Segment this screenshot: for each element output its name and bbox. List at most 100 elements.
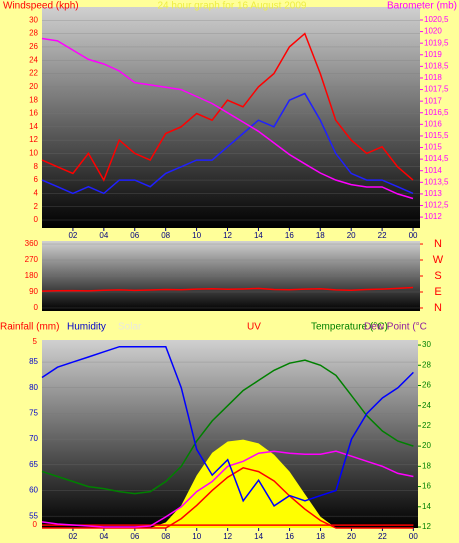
plot-area [42, 7, 420, 228]
legend-label: Rainfall (mm) [0, 322, 59, 333]
area [42, 439, 414, 528]
y-tick-label: 360 [25, 239, 39, 248]
x-tick-label: 10 [192, 532, 201, 541]
legend-label: Humidity [67, 322, 106, 333]
x-tick-label: 12 [223, 231, 232, 240]
y-tick-label: 30 [29, 15, 38, 24]
y-tick-label: 0 [34, 303, 39, 312]
y2-tick-label: 24 [422, 401, 431, 410]
y-tick-label: 270 [25, 255, 39, 264]
y-tick-label: 20 [29, 82, 38, 91]
x-tick-label: 00 [409, 231, 418, 240]
y2-tick-label: 26 [422, 381, 431, 390]
y2-tick-label: 22 [422, 421, 431, 430]
y2-tick-label: 1017 [424, 96, 442, 105]
y-tick-label: 16 [29, 109, 38, 118]
y-tick-label: 70 [29, 434, 38, 443]
legend-label: Temperature (°C) [311, 322, 388, 333]
y-tick-label: 4 [34, 188, 39, 197]
y2-tick-label: 1013 [424, 189, 442, 198]
y-tick-label: 24 [29, 55, 38, 64]
y2-tick-label: 1013,5 [424, 177, 449, 186]
x-tick-label: 18 [316, 231, 325, 240]
rain-tick-label: 0 [33, 520, 38, 529]
x-tick-label: 06 [130, 532, 139, 541]
y-tick-label: 28 [29, 29, 38, 38]
y-tick-label: 18 [29, 95, 38, 104]
y-tick-label: 10 [29, 149, 38, 158]
y2-tick-label: 1016 [424, 119, 442, 128]
y2-tick-label: 1014 [424, 166, 442, 175]
y2-tick-label: 1012,5 [424, 201, 449, 210]
y2-tick-label: 14 [422, 502, 431, 511]
y2-tick-label: 1018,5 [424, 61, 449, 70]
y-tick-label: 65 [29, 460, 38, 469]
x-tick-label: 20 [347, 231, 356, 240]
x-tick-label: 22 [378, 231, 387, 240]
line [41, 345, 414, 507]
y2-tick-label: 1015 [424, 143, 442, 152]
y2-tick-label: 28 [422, 360, 431, 369]
chart-title: 24 hour graph for 16 August 2009 [157, 1, 306, 12]
x-tick-label: 08 [161, 532, 170, 541]
x-tick-label: 10 [192, 231, 201, 240]
x-tick-label: 02 [68, 231, 77, 240]
x-tick-label: 18 [316, 532, 325, 541]
y-tick-label: 180 [25, 271, 39, 280]
x-tick-label: 08 [161, 231, 170, 240]
x-tick-label: 06 [130, 231, 139, 240]
line [41, 450, 414, 528]
x-tick-label: 12 [223, 532, 232, 541]
line [41, 286, 414, 292]
y-tick-label: 90 [29, 287, 38, 296]
y-tick-label: 8 [34, 162, 39, 171]
y-tick-label: 0 [34, 215, 39, 224]
y2-tick-label: 1016,5 [424, 108, 449, 117]
line [41, 32, 414, 182]
x-tick-label: 14 [254, 231, 263, 240]
line [42, 466, 414, 529]
y-tick-label: 2 [34, 202, 39, 211]
y2-tick-label: 12 [422, 522, 431, 531]
y2-tick-label: N [434, 238, 442, 250]
y-tick-label: 60 [29, 486, 38, 495]
y2-tick-label: 20 [422, 441, 431, 450]
legend-label: Solar [118, 322, 142, 333]
y2-tick-label: 1014,5 [424, 154, 449, 163]
y2-tick-label: 1019 [424, 50, 442, 59]
x-tick-label: 22 [378, 532, 387, 541]
x-tick-label: 04 [99, 231, 108, 240]
x-tick-label: 00 [409, 532, 418, 541]
y2-tick-label: N [434, 302, 442, 314]
x-tick-label: 02 [68, 532, 77, 541]
y-tick-label: 75 [29, 409, 38, 418]
y-tick-label: 6 [34, 175, 39, 184]
y2-tick-label: 1020 [424, 27, 442, 36]
x-tick-label: 20 [347, 532, 356, 541]
y2-tick-label: 16 [422, 482, 431, 491]
y2-tick-label: 1018 [424, 73, 442, 82]
y-tick-label: 55 [29, 511, 38, 520]
line [41, 359, 414, 495]
y2-tick-label: 1015,5 [424, 131, 449, 140]
y2-axis-label: Barometer (mb) [387, 1, 457, 12]
y2-tick-label: 1019,5 [424, 38, 449, 47]
y-axis-label: Windspeed (kph) [3, 1, 79, 12]
y-tick-label: 80 [29, 383, 38, 392]
y-tick-label: 26 [29, 42, 38, 51]
y2-tick-label: 1017,5 [424, 85, 449, 94]
y2-tick-label: 1020,5 [424, 15, 449, 24]
y2-tick-label: S [434, 270, 441, 282]
y2-tick-label: 18 [422, 461, 431, 470]
y-tick-label: 14 [29, 122, 38, 131]
y-tick-label: 85 [29, 357, 38, 366]
legend-label: UV [247, 322, 261, 333]
y2-tick-label: E [434, 286, 441, 298]
x-tick-label: 16 [285, 231, 294, 240]
y-tick-label: 12 [29, 135, 38, 144]
line [41, 37, 414, 200]
legend-label: Dew Point (°C [364, 322, 427, 333]
y2-tick-label: W [433, 254, 444, 266]
y2-tick-label: 1012 [424, 212, 442, 221]
